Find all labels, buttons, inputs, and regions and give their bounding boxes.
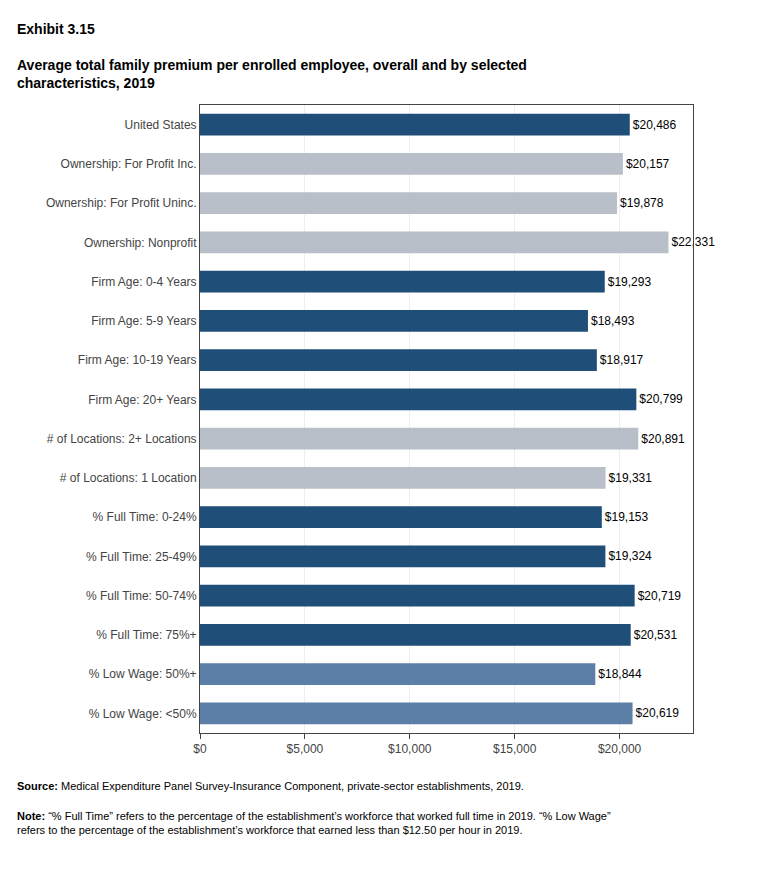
svg-text:$0: $0 [193, 742, 207, 756]
svg-text:$15,000: $15,000 [493, 742, 537, 756]
svg-text:% Full Time: 75%+: % Full Time: 75%+ [96, 628, 196, 642]
svg-text:% Full Time: 50-74%: % Full Time: 50-74% [86, 589, 197, 603]
svg-text:Exhibit 3.15: Exhibit 3.15 [17, 21, 95, 37]
svg-text:Average total family premium p: Average total family premium per enrolle… [17, 57, 527, 91]
svg-text:$19,324: $19,324 [608, 549, 652, 563]
svg-text:$20,486: $20,486 [633, 118, 677, 132]
svg-text:Ownership: For Profit Inc.: Ownership: For Profit Inc. [61, 157, 197, 171]
svg-text:Firm Age: 20+ Years: Firm Age: 20+ Years [88, 393, 196, 407]
svg-text:# of Locations: 1 Location: # of Locations: 1 Location [60, 471, 197, 485]
svg-text:$18,493: $18,493 [591, 314, 635, 328]
svg-text:Source: Medical Expenditure Pa: Source: Medical Expenditure Panel Survey… [17, 780, 524, 792]
svg-text:$20,000: $20,000 [598, 742, 642, 756]
svg-text:$18,844: $18,844 [598, 667, 642, 681]
svg-text:Ownership: Nonprofit: Ownership: Nonprofit [84, 236, 197, 250]
svg-text:% Full Time: 0-24%: % Full Time: 0-24% [93, 510, 197, 524]
svg-text:$19,878: $19,878 [620, 196, 664, 210]
svg-text:$10,000: $10,000 [388, 742, 432, 756]
svg-text:$19,331: $19,331 [609, 471, 653, 485]
svg-text:$20,891: $20,891 [641, 432, 685, 446]
svg-text:Firm Age: 5-9 Years: Firm Age: 5-9 Years [91, 314, 196, 328]
svg-text:$20,619: $20,619 [636, 706, 680, 720]
svg-text:$22,331: $22,331 [671, 235, 715, 249]
svg-text:% Low Wage: 50%+: % Low Wage: 50%+ [89, 667, 197, 681]
svg-text:% Low Wage: <50%: % Low Wage: <50% [89, 707, 197, 721]
svg-text:% Full Time: 25-49%: % Full Time: 25-49% [86, 550, 197, 564]
svg-text:Ownership: For Profit Uninc.: Ownership: For Profit Uninc. [46, 196, 197, 210]
svg-text:$20,799: $20,799 [639, 392, 683, 406]
svg-text:$20,157: $20,157 [626, 157, 670, 171]
svg-text:# of Locations: 2+ Locations: # of Locations: 2+ Locations [47, 432, 197, 446]
svg-text:$5,000: $5,000 [287, 742, 324, 756]
svg-text:Note: “% Full Time” refers to: Note: “% Full Time” refers to the percen… [17, 810, 611, 836]
svg-text:United States: United States [125, 118, 197, 132]
svg-text:$19,153: $19,153 [605, 510, 649, 524]
svg-text:$18,917: $18,917 [600, 353, 644, 367]
svg-text:$19,293: $19,293 [608, 275, 652, 289]
svg-text:$20,531: $20,531 [634, 628, 678, 642]
svg-text:Firm Age: 0-4 Years: Firm Age: 0-4 Years [91, 275, 196, 289]
svg-text:Firm Age: 10-19 Years: Firm Age: 10-19 Years [78, 353, 197, 367]
svg-text:$20,719: $20,719 [638, 589, 682, 603]
